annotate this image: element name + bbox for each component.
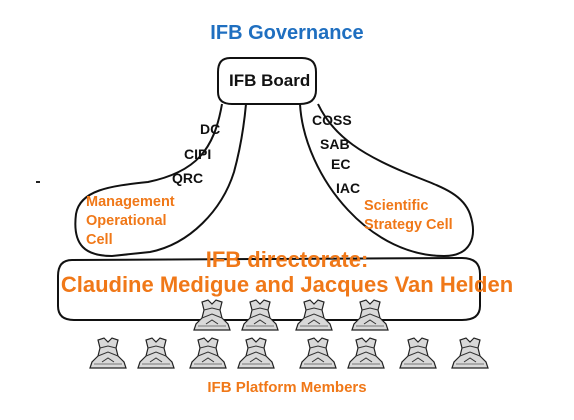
management-cell-label: Management Operational Cell [86, 193, 175, 250]
directorate-box [57, 256, 481, 321]
left-branch-outline [74, 103, 247, 258]
page-title: IFB Governance [210, 22, 364, 44]
management-cell-line-1: Management [86, 194, 175, 210]
directorate-members: Claudine Medigue and Jacques Van Helden [60, 272, 514, 297]
committee-sab: SAB [320, 136, 350, 152]
platform-members-label: IFB Platform Members [207, 379, 367, 396]
management-cell-line-2: Operational [86, 213, 167, 229]
committee-dc: DC [200, 121, 221, 137]
board-label: IFB Board [229, 71, 311, 90]
committee-qrc: QRC [172, 170, 204, 186]
committee-coss: COSS [312, 112, 352, 128]
committee-iac: IAC [336, 180, 361, 196]
right-branch-outline [299, 103, 474, 258]
committee-cipi: CIPI [184, 146, 212, 162]
scientific-cell-line-1: Scientific [364, 198, 429, 214]
committee-ec: EC [331, 156, 351, 172]
platform-member-icons [89, 299, 489, 369]
directorate-title: IFB directorate: [205, 247, 369, 272]
management-cell-line-3: Cell [86, 232, 113, 248]
scientific-cell-label: Scientific Strategy Cell [364, 197, 453, 235]
scientific-cell-line-2: Strategy Cell [364, 217, 453, 233]
